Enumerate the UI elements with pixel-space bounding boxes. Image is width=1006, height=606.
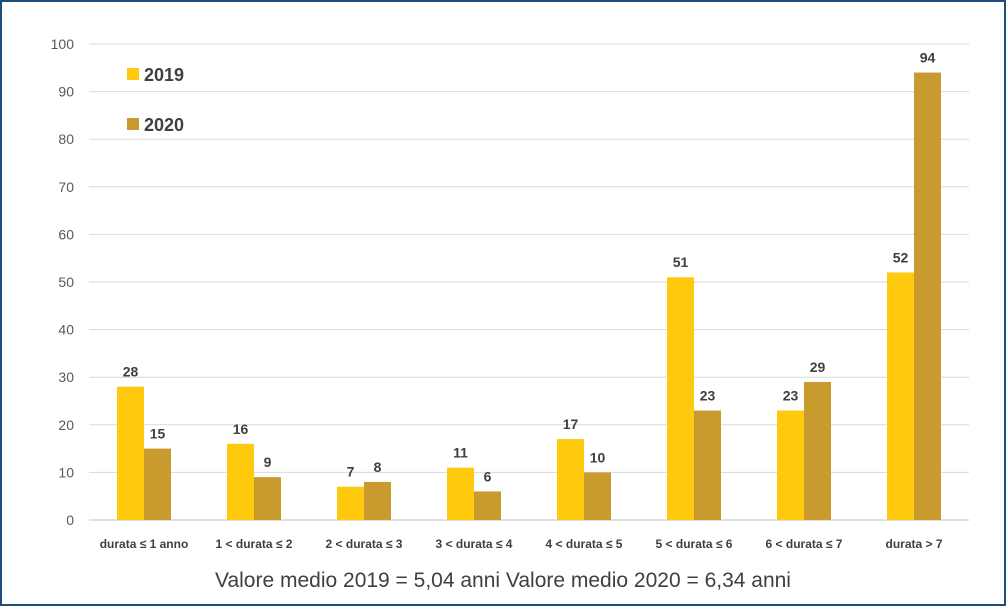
x-category-label: 2 < durata ≤ 3 [326,537,403,551]
bar-2019 [447,467,474,520]
y-tick-label: 80 [58,131,74,147]
data-label-2019: 23 [783,388,799,404]
legend-label-2020: 2020 [144,115,184,135]
y-tick-label: 100 [51,36,75,52]
y-tick-label: 10 [58,464,74,480]
x-category-label: 3 < durata ≤ 4 [436,537,513,551]
legend-swatch-2019 [127,68,139,80]
x-category-label: 6 < durata ≤ 7 [766,537,843,551]
x-category-label: 5 < durata ≤ 6 [656,537,733,551]
bar-2020 [364,481,391,520]
data-label-2019: 52 [893,249,909,265]
y-tick-label: 70 [58,179,74,195]
x-category-label: 4 < durata ≤ 5 [546,537,623,551]
data-label-2020: 8 [374,459,382,475]
data-label-2020: 94 [920,50,936,66]
x-category-label: durata ≤ 1 anno [100,537,189,551]
y-tick-label: 40 [58,322,74,338]
x-category-label: 1 < durata ≤ 2 [216,537,293,551]
x-axis-categories: durata ≤ 1 anno 1 < durata ≤ 2 2 < durata … [100,537,943,551]
y-tick-label: 50 [58,274,74,290]
data-label-2020: 9 [264,454,272,470]
data-label-2020: 23 [700,388,716,404]
data-label-2020: 15 [150,426,166,442]
bar-2019 [117,386,144,520]
y-tick-label: 60 [58,226,74,242]
bar-2020 [144,448,171,520]
legend-swatch-2020 [127,118,139,130]
data-label-2019: 17 [563,416,579,432]
bar-2019 [227,443,254,520]
bar-2020 [804,381,831,520]
data-label-2019: 7 [347,464,355,480]
data-label-2019: 11 [453,445,468,461]
y-axis-ticks: 0 10 20 30 40 50 60 70 80 90 100 [51,36,75,528]
bar-2019 [777,410,804,520]
y-tick-label: 20 [58,417,74,433]
bar-2019 [667,277,694,520]
y-tick-label: 30 [58,369,74,385]
bar-2020 [914,72,941,520]
data-label-2019: 28 [123,364,139,380]
y-tick-label: 90 [58,84,74,100]
bar-2020 [254,477,281,520]
bar-2019 [887,272,914,520]
data-label-2020: 29 [810,359,826,375]
data-labels: 28 15 16 9 7 8 11 6 17 10 51 23 23 29 52 94 [123,50,936,485]
data-label-2020: 6 [484,468,492,484]
data-label-2019: 16 [233,421,249,437]
bar-chart: 0 10 20 30 40 50 60 70 80 90 100 28 15 16 9 7 8 11 6 17 10 5… [51,36,969,551]
legend-label-2019: 2019 [144,65,184,85]
bar-2019 [337,486,364,520]
bar-2020 [694,410,721,520]
bar-2019 [557,439,584,520]
data-label-2020: 10 [590,449,606,465]
gridlines [89,43,969,521]
legend: 2019 2020 [127,65,184,135]
average-caption: Valore medio 2019 = 5,04 anni Valore med… [215,569,791,592]
data-label-2019: 51 [673,254,689,270]
bars [117,72,941,520]
x-category-label: durata > 7 [885,537,942,551]
y-tick-label: 0 [66,512,74,528]
bar-2020 [584,472,611,520]
bar-2020 [474,491,501,520]
